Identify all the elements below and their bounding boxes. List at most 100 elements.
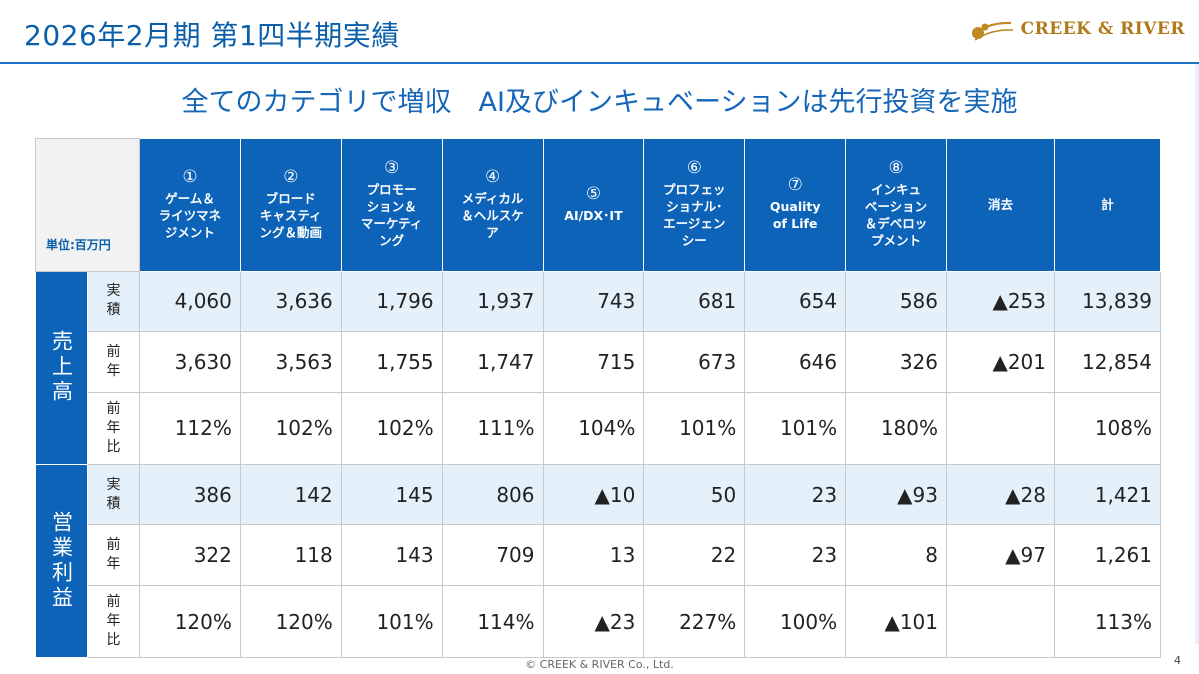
logo-text: CREEK & RIVER xyxy=(1020,19,1185,39)
column-number: ① xyxy=(182,166,198,187)
right-edge-bar xyxy=(1195,64,1199,644)
table-cell: 586 xyxy=(845,270,947,333)
table-cell: 23 xyxy=(744,524,847,587)
table-cell: 1,421 xyxy=(1054,463,1161,526)
column-header: ⑧ インキュ ベーション ＆デベロッ プメント xyxy=(845,138,947,272)
table-cell: 13 xyxy=(542,524,645,587)
column-header: ⑥ プロフェッ ショナル･ エージェン シー xyxy=(643,138,746,272)
table-cell: 100% xyxy=(744,585,847,658)
column-number: ⑤ xyxy=(585,183,602,204)
table-row: 前 年 322 118 143 709 13 22 23 8 ▲97 1,261 xyxy=(36,524,1161,587)
table-cell: 4,060 xyxy=(139,270,241,333)
table-row: 前 年 比 120% 120% 101% 114% ▲23 227% 100% ▲101 113% xyxy=(36,585,1161,658)
table-cell: 1,755 xyxy=(340,331,443,393)
page-number: 4 xyxy=(1174,654,1181,667)
table-cell: 673 xyxy=(643,331,746,393)
table-cell: 108% xyxy=(1054,391,1161,465)
table-cell: 743 xyxy=(542,270,645,333)
column-number: ⑧ xyxy=(888,158,904,179)
copyright: © CREEK & RIVER Co., Ltd. xyxy=(525,658,674,671)
column-label: インキュ ベーション ＆デベロッ プメント xyxy=(864,182,928,249)
table-cell: 646 xyxy=(744,331,847,393)
table-cell: 101% xyxy=(340,585,443,658)
row-group-label: 営業利益 xyxy=(35,463,88,659)
table-cell: 102% xyxy=(340,391,443,465)
table-cell: 681 xyxy=(643,270,746,333)
column-number: ④ xyxy=(484,166,501,187)
row-label: 前 年 xyxy=(87,331,140,393)
column-label: Quality of Life xyxy=(769,199,821,232)
slide-title: 2026年2月期 第1四半期実績 xyxy=(24,19,400,52)
row-label: 前 年 比 xyxy=(87,391,140,465)
table-cell xyxy=(946,391,1055,465)
table-cell: ▲253 xyxy=(946,270,1055,333)
table-row: 前 年 3,630 3,563 1,755 1,747 715 673 646 326 ▲201 1… xyxy=(36,331,1161,393)
table-cell: ▲28 xyxy=(946,463,1055,526)
table-cell: 102% xyxy=(239,391,342,465)
table-cell: 142 xyxy=(239,463,342,526)
column-number: ⑦ xyxy=(787,175,803,196)
table-cell: ▲23 xyxy=(542,585,645,658)
column-header: ④ メディカル ＆ヘルスケ ア xyxy=(441,138,544,272)
row-group-label: 売上高 xyxy=(35,270,88,465)
financial-table: 単位:百万円 ① ゲーム＆ ライツマネ ジメント ② ブロード キャスティ ング＆動画 ③… xyxy=(35,138,1161,659)
column-number: ② xyxy=(283,166,299,187)
company-logo: CREEK & RIVER xyxy=(969,12,1185,46)
table-cell: 709 xyxy=(441,524,544,587)
column-label: プロフェッ ショナル･ エージェン シー xyxy=(663,182,726,249)
column-header: ⑦ Quality of Life xyxy=(744,138,847,272)
column-header: ③ プロモー ション＆ マーケティ ング xyxy=(340,138,443,272)
column-label: ゲーム＆ ライツマネ ジメント xyxy=(158,190,222,240)
table-cell: 111% xyxy=(441,391,544,465)
column-label: メディカル ＆ヘルスケ ア xyxy=(461,190,524,240)
table-cell: 120% xyxy=(239,585,342,658)
row-label: 前 年 比 xyxy=(87,585,140,658)
column-header: 消去 xyxy=(946,138,1055,272)
column-label: 計 xyxy=(1101,197,1114,213)
column-header: ① ゲーム＆ ライツマネ ジメント xyxy=(139,138,241,272)
table-cell: 180% xyxy=(845,391,947,465)
column-label: AI/DX･IT xyxy=(564,207,623,223)
column-label: 消去 xyxy=(987,197,1013,213)
table-cell: 1,747 xyxy=(441,331,544,393)
table-cell: 23 xyxy=(744,463,847,526)
row-label: 前 年 xyxy=(87,524,140,587)
table-cell: 3,636 xyxy=(239,270,342,333)
table-cell: 101% xyxy=(643,391,746,465)
table-cell: 113% xyxy=(1054,585,1161,658)
table-cell: 654 xyxy=(744,270,847,333)
table-cell: 13,839 xyxy=(1054,270,1161,333)
table-cell: 3,563 xyxy=(239,331,342,393)
table-cell: 112% xyxy=(139,391,241,465)
table-cell: 145 xyxy=(340,463,443,526)
title-divider xyxy=(0,62,1199,64)
table-cell: ▲10 xyxy=(542,463,645,526)
row-label: 実 積 xyxy=(87,270,140,333)
table-cell: ▲93 xyxy=(845,463,947,526)
table-cell xyxy=(946,585,1055,658)
column-header: ② ブロード キャスティ ング＆動画 xyxy=(239,138,342,272)
table-row: 前 年 比 112% 102% 102% 111% 104% 101% 101% 180% 108… xyxy=(36,391,1161,465)
row-label: 実 積 xyxy=(87,463,140,526)
table-cell: 12,854 xyxy=(1054,331,1161,393)
table-cell: 50 xyxy=(643,463,746,526)
column-number: ⑥ xyxy=(686,158,702,179)
table-cell: 120% xyxy=(139,585,241,658)
table-cell: ▲201 xyxy=(946,331,1055,393)
column-header: ⑤ AI/DX･IT xyxy=(542,138,645,272)
table-cell: 386 xyxy=(139,463,241,526)
column-label: ブロード キャスティ ング＆動画 xyxy=(259,190,323,240)
table-cell: 22 xyxy=(643,524,746,587)
table-cell: 104% xyxy=(542,391,645,465)
table-cell: 806 xyxy=(441,463,544,526)
table-cell: ▲97 xyxy=(946,524,1055,587)
table-cell: 326 xyxy=(845,331,947,393)
table-cell: 322 xyxy=(139,524,241,587)
table-header-row: 単位:百万円 ① ゲーム＆ ライツマネ ジメント ② ブロード キャスティ ング＆動画 ③… xyxy=(35,138,1161,272)
table-cell: 227% xyxy=(643,585,746,658)
table-cell: 101% xyxy=(744,391,847,465)
table-cell: 3,630 xyxy=(139,331,241,393)
table-cell: 1,796 xyxy=(340,270,443,333)
column-number: ③ xyxy=(384,158,400,179)
table-cell: 1,937 xyxy=(441,270,544,333)
